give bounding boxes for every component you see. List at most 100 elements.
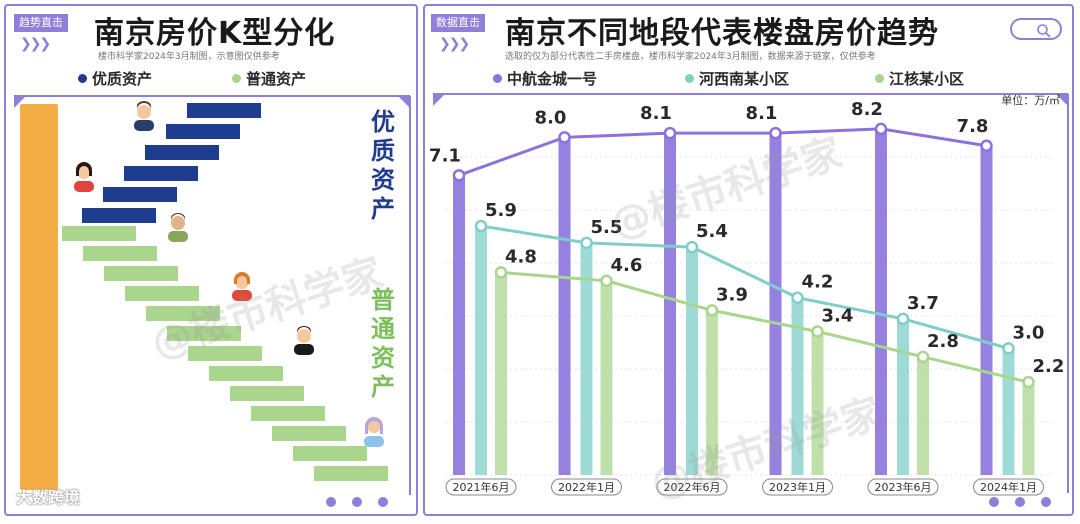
premium-steps (82, 103, 261, 223)
x-tick-label: 2021年6月 (453, 480, 510, 494)
legend-dot-icon (875, 74, 884, 83)
bar-2 (580, 242, 593, 475)
data-label: 8.1 (746, 103, 778, 124)
data-label: 2.2 (1033, 356, 1065, 377)
bar-2 (897, 318, 909, 475)
x-tick-label: 2023年6月 (875, 480, 932, 494)
bar-2 (791, 297, 804, 475)
legend-dot-icon (685, 74, 694, 83)
data-label: 7.1 (429, 145, 461, 166)
legend-series-1: 中航金城一号 (493, 68, 597, 89)
data-label: 5.5 (591, 217, 623, 238)
legend-series-1-label: 中航金城一号 (507, 70, 598, 88)
person-icon (232, 272, 252, 301)
data-label: 2.8 (927, 331, 959, 352)
chevrons-icon: ❯❯❯ (439, 36, 470, 52)
legend-dot-icon (78, 74, 87, 83)
person-icon (294, 326, 314, 355)
data-label: 5.4 (696, 221, 728, 242)
data-label: 5.9 (485, 200, 517, 221)
series-line-2 (480, 224, 1009, 350)
data-point (580, 236, 593, 250)
legend-premium-label: 优质资产 (92, 70, 153, 88)
bar-2 (1002, 348, 1015, 475)
bar-3 (917, 356, 929, 475)
data-point (811, 325, 824, 338)
data-label: 7.8 (957, 116, 989, 137)
left-tag: 趋势直击 (14, 14, 68, 32)
data-label: 3.0 (1013, 322, 1045, 343)
price-trend-chart: 7.1 8.0 8.1 8.1 8.2 7.8 5.9 5.5 5.4 4.2 3.7 3.0 4.8 4… (429, 93, 1069, 496)
data-point (685, 240, 699, 254)
bar-3 (811, 331, 824, 475)
x-tick-pill (551, 478, 622, 496)
unit-label: 单位：万/㎡ (1001, 94, 1060, 107)
data-point (1002, 342, 1015, 355)
person-icon (364, 417, 384, 447)
bar-3 (1022, 382, 1035, 475)
legend-series-3-label: 江核某小区 (889, 70, 965, 88)
data-point (791, 291, 804, 304)
data-label: 8.2 (851, 99, 883, 120)
data-label: 4.2 (802, 272, 834, 293)
data-point (474, 219, 488, 233)
legend-dot-icon (493, 74, 502, 83)
person-icon (74, 162, 94, 192)
pagination-dots (981, 492, 1059, 511)
pillar (20, 104, 58, 490)
person-icon (134, 101, 154, 131)
left-subtitle: 楼市科学家2024年3月制图，示意图仅供参考 (98, 52, 280, 62)
right-tag: 数据直击 (431, 14, 485, 32)
x-tick-label: 2024年1月 (980, 480, 1037, 494)
k-shape-illustration (14, 95, 411, 495)
ordinary-steps (62, 226, 388, 481)
data-point (769, 126, 782, 140)
person-icon (168, 213, 188, 242)
bar-1 (980, 145, 993, 475)
data-point (705, 304, 719, 317)
legend-dot-icon (232, 74, 241, 83)
x-tick-pill (867, 478, 939, 496)
legend-series-2-label: 河西南某小区 (699, 70, 790, 88)
ordinary-vertical-label: 普通资产 (371, 286, 395, 401)
right-subtitle: 选取的仅为部分代表性二手房楼盘，楼市科学家2024年3月制图，数据来源于链家，仅… (505, 52, 876, 62)
bar-1 (558, 137, 571, 476)
data-point (600, 274, 613, 288)
data-label: 3.4 (822, 305, 854, 326)
premium-vertical-label: 优质资产 (371, 108, 395, 223)
chevrons-icon: ❯❯❯ (20, 36, 51, 52)
data-point (1022, 375, 1035, 389)
x-tick-label: 2022年1月 (558, 480, 615, 494)
search-icon (1037, 24, 1051, 38)
data-label: 8.1 (640, 103, 672, 124)
data-point (980, 139, 993, 153)
data-point (452, 169, 466, 182)
legend-ordinary: 普通资产 (232, 68, 306, 89)
right-title: 南京不同地段代表楼盘房价趋势 (505, 16, 939, 51)
data-label: 4.6 (611, 255, 643, 276)
series-line-1 (458, 127, 987, 177)
data-point (874, 122, 888, 136)
legend-ordinary-label: 普通资产 (246, 70, 307, 88)
series-line-3 (500, 270, 1029, 384)
bar-3 (706, 310, 718, 475)
search-button[interactable] (1010, 18, 1062, 40)
data-label: 3.7 (907, 293, 939, 314)
data-point (663, 126, 677, 140)
data-point (916, 350, 930, 364)
right-panel: 数据直击 ❯❯❯ 南京不同地段代表楼盘房价趋势 选取的仅为部分代表性二手房楼盘，… (423, 4, 1074, 516)
data-point (896, 312, 910, 326)
bar-1 (664, 133, 676, 475)
left-title: 南京房价K型分化 (94, 16, 336, 51)
x-tick-pill (445, 478, 517, 496)
x-tick-pill (656, 478, 728, 496)
pagination-dots (318, 492, 396, 511)
bar-1 (453, 175, 465, 475)
x-tick-pill (973, 478, 1044, 496)
legend-series-3: 江核某小区 (875, 68, 964, 89)
x-tick-label: 2023年1月 (769, 480, 826, 494)
brand-logo: 大数跨境 (16, 488, 81, 507)
bar-2 (475, 225, 487, 475)
data-point (494, 266, 508, 279)
data-label: 3.9 (716, 284, 748, 305)
